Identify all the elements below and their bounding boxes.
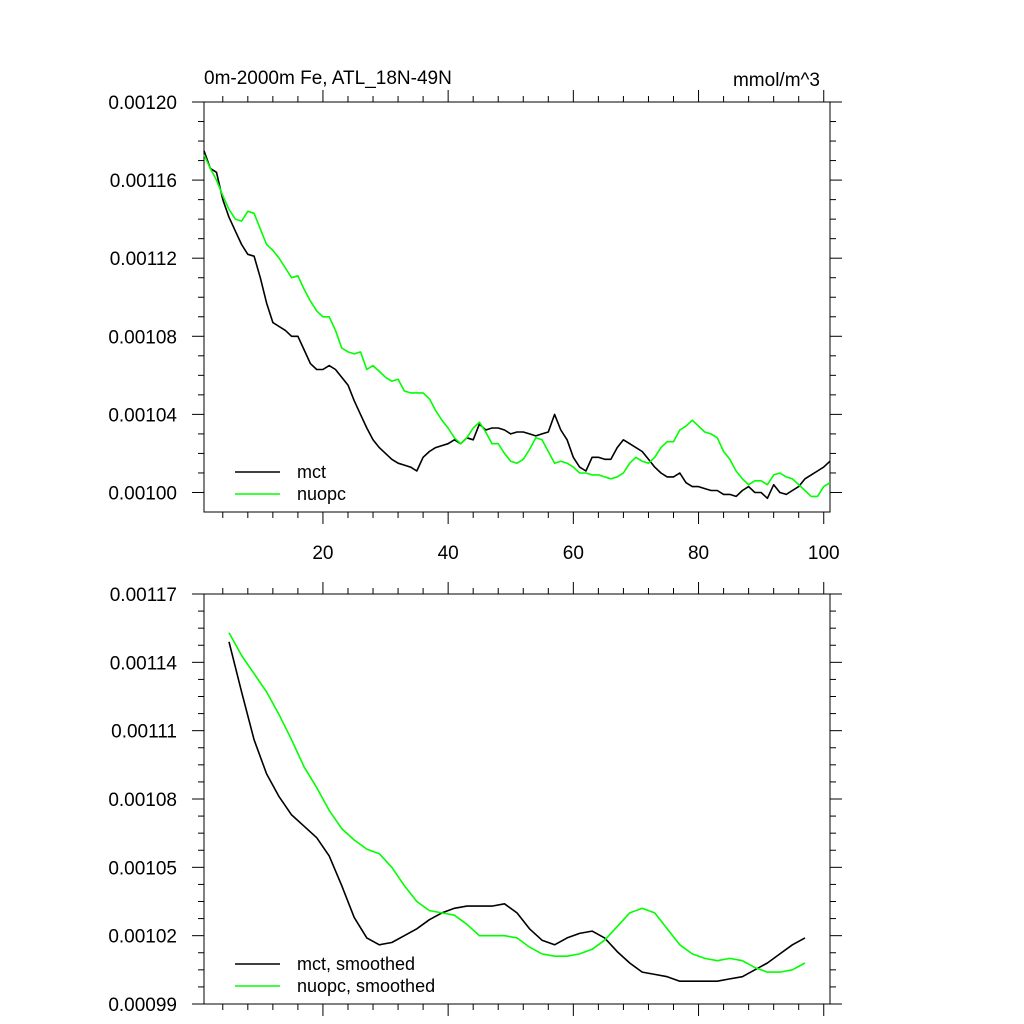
bottom-y-tick-label: 0.00111	[111, 722, 177, 743]
top-plot-frame	[203, 101, 831, 513]
top-y-tick-label: 0.00112	[110, 249, 177, 270]
top-legend-label-mct: mct	[297, 462, 326, 482]
top-y-tick-label: 0.00104	[108, 405, 177, 426]
bottom-y-tick-label: 0.00114	[110, 653, 178, 674]
bottom-x-axis	[222, 582, 825, 1016]
top-y-axis: 0.00100 0.00104 0.00108 0.00112 0.00116 0.001…	[108, 93, 842, 504]
bottom-y-tick-label: 0.00099	[108, 995, 177, 1016]
bottom-legend-label-nuopc: nuopc, smoothed	[297, 976, 435, 996]
bottom-y-tick-label: 0.00108	[108, 790, 177, 811]
top-y-tick-label: 0.00116	[110, 171, 177, 192]
top-series-line-nuopc	[203, 154, 831, 498]
bottom-legend-label-mct: mct, smoothed	[297, 954, 415, 974]
top-series-group	[203, 150, 831, 500]
bottom-series-line-mct	[228, 641, 806, 983]
top-legend-label-nuopc: nuopc	[297, 484, 346, 504]
top-x-tick-label: 100	[808, 543, 840, 564]
top-x-tick-label: 20	[312, 543, 333, 564]
top-x-tick-label: 60	[563, 543, 584, 564]
top-x-axis: 20 40 60 80 100	[222, 90, 840, 564]
bottom-series-line-nuopc	[228, 632, 806, 973]
chart-title: 0m-2000m Fe, ATL_18N-49N	[204, 68, 452, 89]
bottom-y-tick-label: 0.00117	[110, 585, 177, 606]
top-x-tick-label: 80	[688, 543, 709, 564]
bottom-y-tick-label: 0.00102	[108, 927, 177, 948]
bottom-plot-frame	[203, 593, 831, 1005]
units-label: mmol/m^3	[733, 70, 820, 91]
bottom-series-group	[228, 632, 806, 983]
top-series-line-mct	[203, 150, 831, 500]
top-y-tick-label: 0.00120	[108, 93, 177, 114]
bottom-y-tick-label: 0.00105	[108, 858, 177, 879]
bottom-y-axis: 0.00099 0.00102 0.00105 0.00108 0.00111 0.001…	[108, 585, 842, 1016]
top-y-tick-label: 0.00100	[108, 483, 177, 504]
bottom-plot: 0.00099 0.00102 0.00105 0.00108 0.00111 0.001…	[108, 582, 842, 1016]
top-x-tick-label: 40	[438, 543, 459, 564]
top-y-tick-label: 0.00108	[108, 327, 177, 348]
top-plot: 0m-2000m Fe, ATL_18N-49N mmol/m^3 0.0010…	[108, 68, 842, 564]
